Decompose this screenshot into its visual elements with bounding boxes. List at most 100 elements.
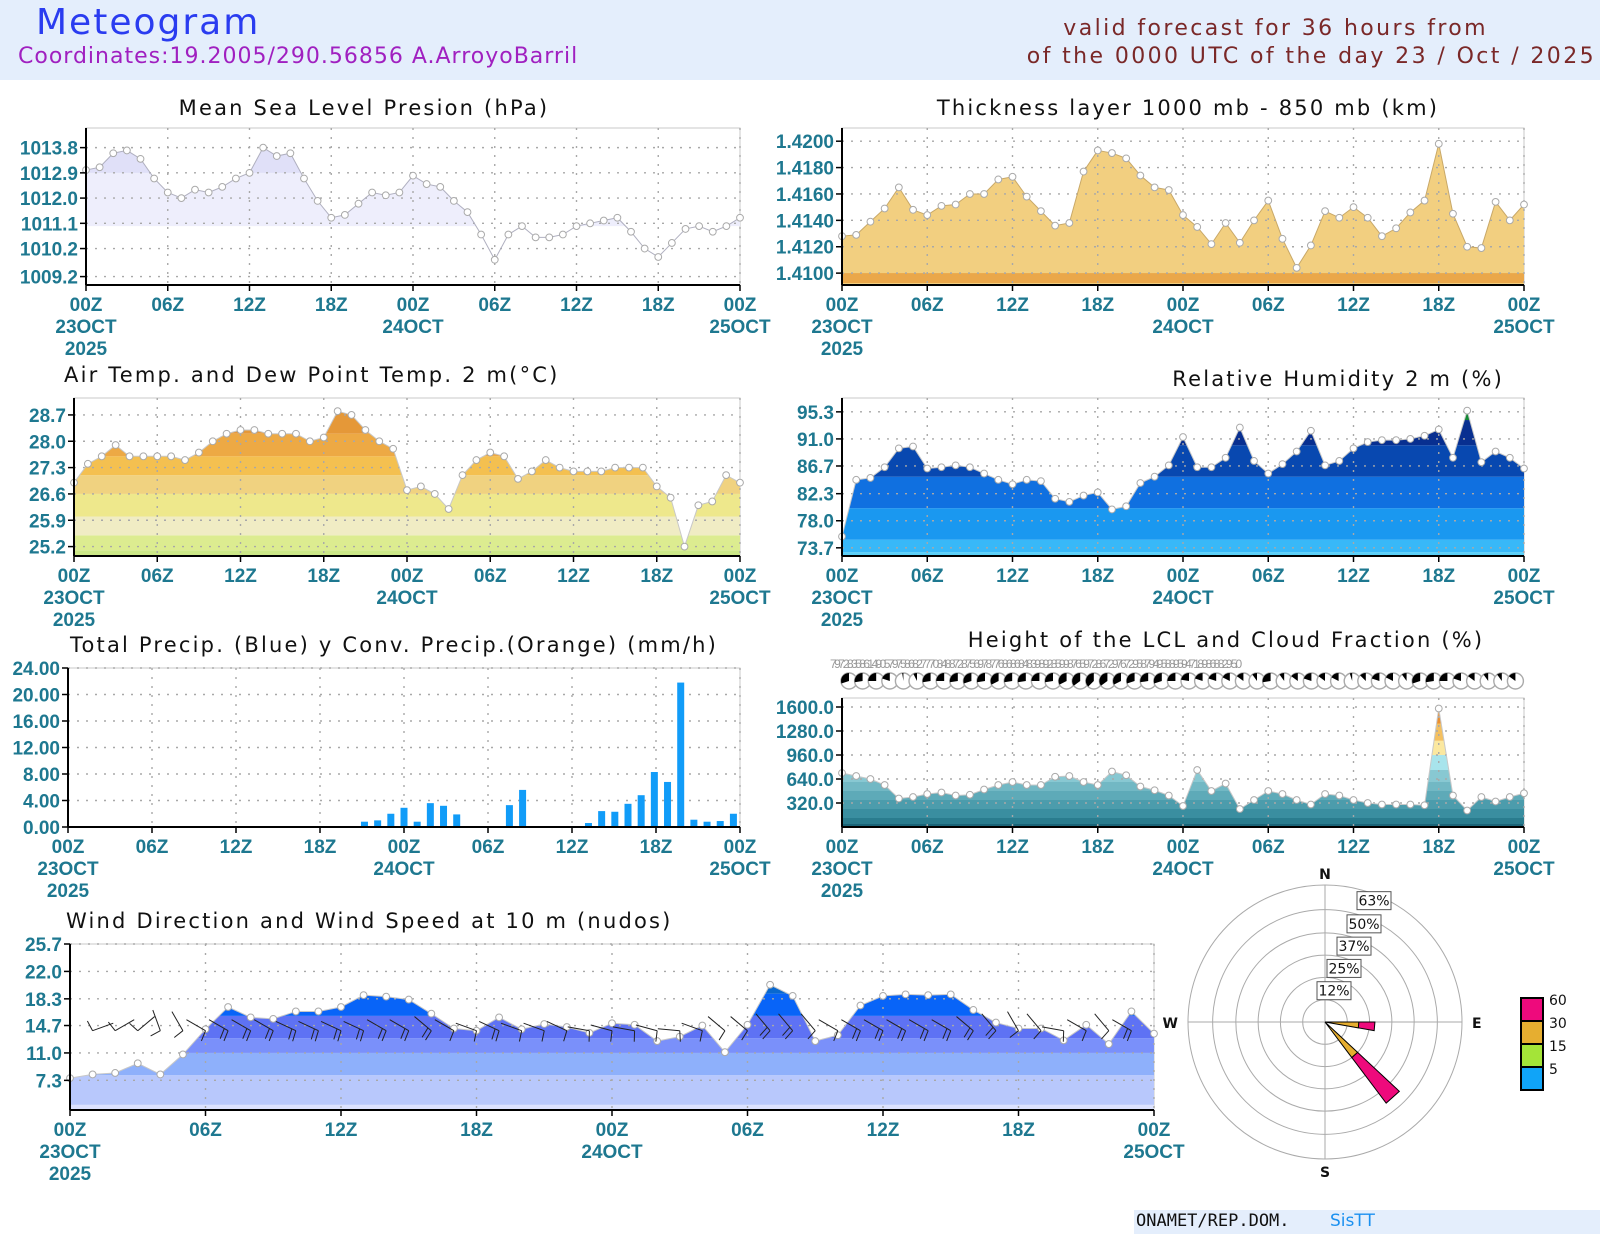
x-tick-label: 18Z — [1081, 837, 1114, 858]
precip-bar — [584, 823, 592, 827]
x-date-label: 2025 — [821, 339, 864, 360]
footer-org: ONAMET/REP.DOM. — [1136, 1211, 1290, 1231]
y-tick-label: 1.4160 — [776, 185, 834, 206]
data-point — [1082, 1020, 1091, 1029]
pie-slice — [1222, 673, 1230, 681]
data-point — [852, 772, 861, 780]
barb-shaft — [886, 1019, 906, 1032]
data-point — [133, 1059, 142, 1068]
x-tick-label: 06Z — [911, 295, 944, 316]
data-point — [721, 1048, 729, 1057]
data-point — [1136, 782, 1145, 791]
cloud-fraction-pie — [1044, 672, 1062, 690]
data-point — [409, 171, 417, 180]
data-point — [1392, 436, 1401, 445]
pie-slice — [990, 673, 999, 685]
precip-bar — [598, 811, 606, 827]
data-point — [630, 1020, 639, 1029]
wind-barb — [818, 1019, 839, 1042]
data-point — [1207, 787, 1216, 795]
barb-feather — [1126, 1030, 1132, 1042]
cloud-fraction-pie — [1125, 672, 1144, 690]
x-date-label: 2025 — [65, 339, 108, 360]
barb-shaft — [567, 1026, 590, 1032]
data-point — [866, 217, 875, 226]
barb-shaft — [114, 1019, 135, 1032]
wind-barb — [1066, 1019, 1087, 1042]
wind-barb — [1041, 1026, 1065, 1042]
precip-bar — [360, 821, 368, 827]
wind-barb — [546, 1020, 568, 1042]
data-point — [1008, 778, 1017, 786]
y-tick-label: 25.2 — [29, 538, 66, 559]
x-tick-label: 00Z — [54, 1120, 87, 1141]
wind-barb — [343, 1020, 365, 1042]
x-tick-label: 18Z — [460, 1120, 493, 1141]
wind-barb — [171, 1011, 184, 1038]
wind-barb — [956, 1016, 974, 1041]
pie-slice — [1291, 673, 1298, 681]
data-point — [880, 204, 889, 213]
wind-barb — [800, 1013, 816, 1040]
cloud-fraction-pie — [1357, 672, 1375, 690]
barb-feather — [246, 1030, 252, 1042]
barb-feather — [563, 1030, 568, 1042]
barb-feather — [268, 1030, 274, 1042]
data-point — [652, 482, 661, 491]
data-point — [490, 255, 499, 264]
data-point — [1235, 805, 1244, 813]
wind-barb — [455, 1022, 477, 1042]
data-point — [1150, 1029, 1158, 1038]
x-tick-label: 06Z — [474, 566, 507, 587]
data-point — [994, 175, 1003, 184]
y-tick-label: 82.3 — [797, 485, 834, 506]
data-point — [95, 163, 104, 172]
data-point — [1292, 447, 1301, 456]
pie-slice — [1099, 673, 1108, 686]
x-tick-label: 18Z — [304, 837, 337, 858]
data-point — [572, 222, 581, 231]
data-point — [337, 1003, 345, 1011]
pie-slice — [1252, 673, 1257, 681]
barb-feather — [741, 1030, 748, 1041]
barb-shaft — [635, 1024, 658, 1032]
data-point — [880, 463, 889, 472]
data-point — [937, 201, 946, 210]
data-point — [1250, 216, 1258, 225]
x-date-label: 24OCT — [1152, 317, 1214, 338]
pie-slice — [1483, 673, 1489, 681]
data-point — [1150, 786, 1159, 795]
data-point — [1321, 790, 1329, 798]
ring-label-text: 25% — [1328, 961, 1359, 977]
cloud-fraction-pie — [1261, 672, 1280, 690]
x-tick-label: 06Z — [472, 837, 505, 858]
data-point — [1022, 781, 1031, 789]
y-tick-label: 25.7 — [25, 935, 62, 956]
barb-feather — [219, 1028, 225, 1039]
x-tick-label: 06Z — [189, 1120, 222, 1141]
data-point — [245, 168, 254, 177]
data-point — [1363, 213, 1372, 222]
data-point — [486, 448, 495, 457]
cloud-fraction-pie — [1139, 672, 1157, 690]
data-point — [894, 444, 903, 453]
y-tick-label: 1012.9 — [20, 164, 78, 185]
data-point — [743, 1020, 752, 1029]
barb-shaft — [389, 1019, 409, 1032]
data-point — [1008, 172, 1017, 181]
pie-slice — [1236, 673, 1244, 681]
data-point — [909, 793, 917, 801]
barb-feather — [784, 1030, 794, 1040]
data-point — [1179, 433, 1187, 441]
x-date-label: 23OCT — [43, 588, 105, 609]
x-tick-label: 12Z — [1337, 566, 1370, 587]
y-tick-label: 12.00 — [12, 739, 60, 760]
barb-feather — [264, 1028, 270, 1039]
x-date-label: 25OCT — [709, 588, 771, 609]
area-band — [842, 539, 1524, 553]
wind-barb — [612, 1026, 636, 1042]
precip-bar — [677, 682, 685, 827]
barb-feather — [1123, 1028, 1129, 1039]
data-point — [1122, 502, 1131, 511]
grid-lines — [85, 128, 741, 285]
